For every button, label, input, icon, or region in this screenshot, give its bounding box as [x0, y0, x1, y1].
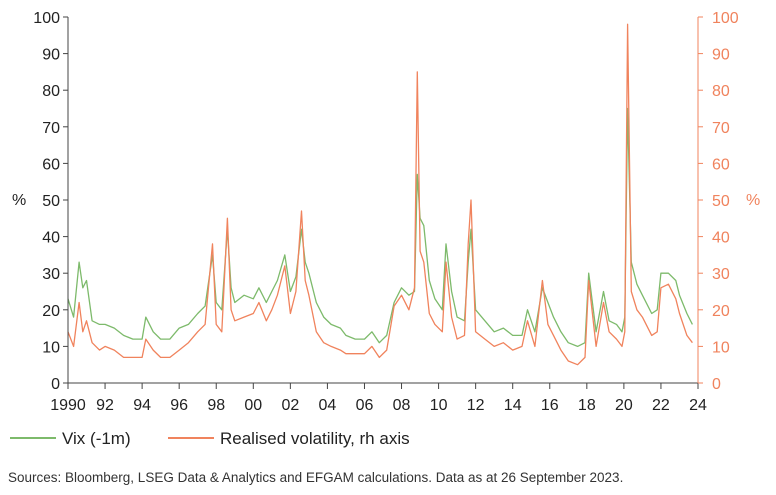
x-tick-label: 22: [652, 397, 670, 414]
y-right-tick-label: 70: [712, 120, 730, 137]
y-ticks-left: 0 10 20 30 40 50 60 70 80 90 100: [33, 10, 68, 393]
x-tick-label: 1990: [50, 397, 86, 414]
y-left-tick-label: 10: [42, 339, 60, 356]
y-right-tick-label: 100: [712, 10, 739, 27]
legend: Vix (-1m) Realised volatility, rh axis: [10, 429, 410, 448]
y-right-tick-label: 80: [712, 83, 730, 100]
x-tick-label: 98: [207, 397, 225, 414]
series-line-1: [67, 23, 693, 366]
legend-label-vix: Vix (-1m): [62, 429, 131, 448]
y-right-tick-label: 30: [712, 266, 730, 283]
x-tick-label: 12: [467, 397, 485, 414]
y-left-tick-label: 0: [51, 376, 60, 393]
y-right-tick-label: 20: [712, 303, 730, 320]
x-tick-label: 06: [356, 397, 374, 414]
x-tick-label: 24: [689, 397, 707, 414]
y-axis-left-title: %: [12, 192, 26, 209]
x-tick-label: 18: [578, 397, 596, 414]
y-left-tick-label: 80: [42, 83, 60, 100]
plot-lines: [67, 23, 693, 366]
x-tick-label: 04: [319, 397, 337, 414]
x-tick-label: 14: [504, 397, 522, 414]
x-tick-label: 96: [170, 397, 188, 414]
y-left-tick-label: 70: [42, 120, 60, 137]
legend-label-realised: Realised volatility, rh axis: [220, 429, 410, 448]
series-line-0: [67, 107, 693, 348]
x-tick-label: 92: [96, 397, 114, 414]
y-left-tick-label: 90: [42, 47, 60, 64]
y-right-tick-label: 0: [712, 376, 721, 393]
source-note: Sources: Bloomberg, LSEG Data & Analytic…: [8, 470, 624, 485]
y-right-tick-label: 60: [712, 156, 730, 173]
y-left-tick-label: 60: [42, 156, 60, 173]
y-right-tick-label: 50: [712, 193, 730, 210]
y-axis-right-title: %: [746, 192, 760, 209]
x-tick-label: 08: [393, 397, 411, 414]
y-right-tick-label: 10: [712, 339, 730, 356]
x-tick-label: 00: [244, 397, 262, 414]
x-tick-label: 02: [281, 397, 299, 414]
y-right-tick-label: 90: [712, 47, 730, 64]
y-left-tick-label: 20: [42, 303, 60, 320]
y-ticks-right: 0 10 20 30 40 50 60 70 80 90 100: [698, 10, 739, 393]
x-tick-label: 10: [430, 397, 448, 414]
x-ticks: 1990 92 94 96 98 00 02 04 06 08 10 12 14 16 18 20 22 24: [50, 383, 707, 414]
x-tick-label: 16: [541, 397, 559, 414]
y-left-tick-label: 100: [33, 10, 60, 27]
y-left-tick-label: 30: [42, 266, 60, 283]
x-tick-label: 94: [133, 397, 151, 414]
y-left-tick-label: 50: [42, 193, 60, 210]
x-tick-label: 20: [615, 397, 633, 414]
y-right-tick-label: 40: [712, 230, 730, 247]
y-left-tick-label: 40: [42, 230, 60, 247]
